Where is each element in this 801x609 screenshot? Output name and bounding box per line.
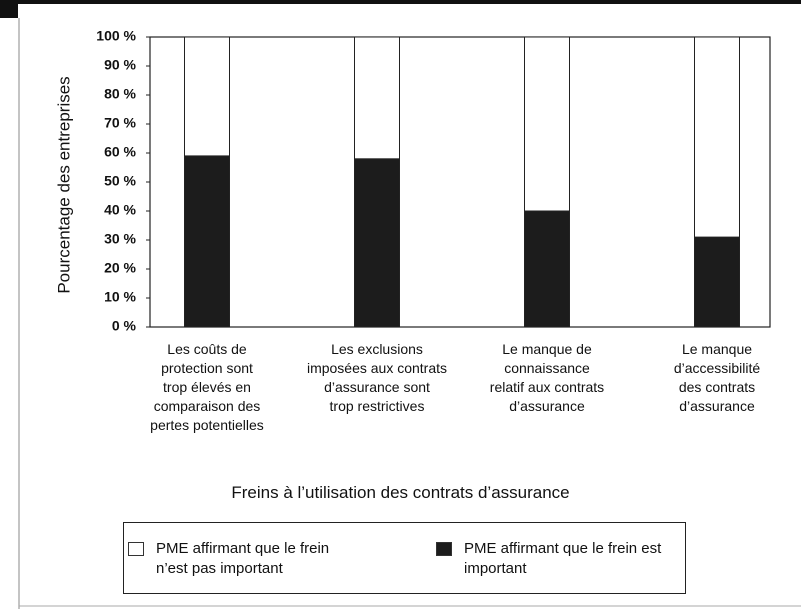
- y-tick-label: 60 %: [104, 144, 136, 160]
- bar-segment: [524, 36, 570, 212]
- y-tick-label: 20 %: [104, 260, 136, 276]
- bar-segment: [524, 210, 570, 328]
- y-tick-label: 30 %: [104, 231, 136, 247]
- y-tick-label: 50 %: [104, 173, 136, 189]
- x-tick-label: Les exclusions imposées aux contrats d’a…: [306, 341, 448, 414]
- legend-item: PME affirmant que le frein n’est pas imp…: [128, 539, 356, 579]
- legend-label: PME affirmant que le frein n’est pas imp…: [156, 540, 330, 577]
- bar-segment: [694, 236, 740, 328]
- bar-segment: [354, 36, 400, 160]
- legend-swatch: [128, 542, 144, 556]
- y-tick-label: 70 %: [104, 115, 136, 131]
- x-tick-label: Le manque d’accessibilité des contrats d…: [673, 341, 761, 414]
- bar-segment: [694, 36, 740, 238]
- x-axis-title: Freins à l’utilisation des contrats d’as…: [231, 483, 570, 502]
- legend: PME affirmant que le frein n’est pas imp…: [123, 522, 686, 594]
- bar-segment: [354, 158, 400, 328]
- y-tick-label: 90 %: [104, 57, 136, 73]
- legend-swatch: [436, 542, 452, 556]
- x-tick-label: Le manque de connaissance relatif aux co…: [489, 341, 605, 414]
- legend-label: PME affirmant que le frein est important: [464, 540, 662, 577]
- y-tick-label: 10 %: [104, 289, 136, 305]
- plot-frame: [149, 36, 771, 328]
- bar-segment: [184, 36, 230, 157]
- x-tick-label: Les coûts de protection sont trop élevés…: [150, 341, 264, 433]
- y-tick-label: 0 %: [112, 318, 137, 334]
- corner-block: [0, 0, 18, 18]
- y-tick-label: 80 %: [104, 86, 136, 102]
- bar-segment: [184, 155, 230, 328]
- y-tick-label: 100 %: [96, 28, 136, 44]
- y-axis-title: Pourcentage des entreprises: [54, 76, 73, 293]
- y-tick-label: 40 %: [104, 202, 136, 218]
- legend-item: PME affirmant que le frein est important: [436, 539, 664, 579]
- top-rule: [0, 0, 801, 4]
